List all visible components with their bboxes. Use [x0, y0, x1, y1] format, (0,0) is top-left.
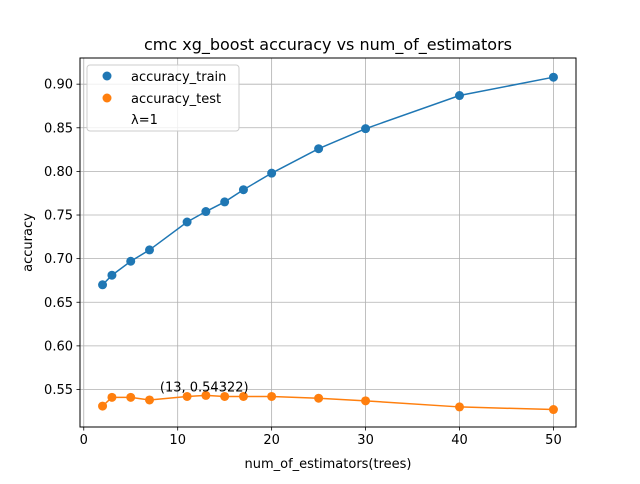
plot-frame: [79, 57, 577, 428]
chart-title: cmc xg_boost accuracy vs num_of_estimato…: [144, 35, 512, 55]
data-point-accuracy_train: [107, 270, 117, 280]
y-tick-label: 0.55: [44, 383, 73, 398]
legend-entry-lambda: λ=1: [131, 113, 158, 128]
y-tick-label: 0.60: [44, 339, 73, 354]
data-point-accuracy_test: [126, 392, 136, 402]
data-point-accuracy_train: [182, 217, 192, 227]
x-tick-label: 50: [545, 433, 562, 448]
x-tick-label: 0: [80, 433, 88, 448]
data-point-accuracy_test: [182, 391, 192, 401]
x-tick-label: 30: [357, 433, 374, 448]
data-point-accuracy_test: [361, 396, 371, 406]
data-point-accuracy_test: [201, 390, 211, 400]
annotation-label: (13, 0.54322): [160, 380, 249, 395]
data-point-accuracy_test: [107, 392, 117, 402]
data-point-accuracy_train: [267, 168, 277, 178]
x-tick-label: 20: [263, 433, 280, 448]
data-point-accuracy_train: [201, 207, 211, 217]
data-point-accuracy_train: [220, 197, 230, 207]
data-point-accuracy_train: [361, 124, 371, 134]
x-tick-label: 40: [451, 433, 468, 448]
data-point-accuracy_test: [238, 391, 248, 401]
legend-box: [86, 64, 240, 132]
data-point-accuracy_train: [126, 256, 136, 266]
data-point-accuracy_test: [98, 401, 108, 411]
data-point-accuracy_test: [267, 391, 277, 401]
y-tick-label: 0.90: [44, 78, 73, 93]
y-tick-label: 0.85: [44, 121, 73, 136]
legend-marker-test: [102, 93, 112, 103]
data-point-accuracy_test: [220, 391, 230, 401]
grid-lines: [80, 58, 576, 427]
y-axis-label: accuracy: [21, 213, 36, 272]
y-tick-label: 0.80: [44, 165, 73, 180]
y-tick-label: 0.65: [44, 296, 73, 311]
x-tick-label: 10: [169, 433, 186, 448]
annotations: (13, 0.54322): [160, 380, 249, 395]
data-point-accuracy_test: [548, 405, 558, 415]
legend-marker-train: [102, 71, 112, 81]
legend: accuracy_train accuracy_test λ=1: [86, 64, 240, 132]
data-point-accuracy_train: [238, 185, 248, 195]
data-point-accuracy_train: [98, 280, 108, 290]
axis-ticks: 0 10 20 30 40 50 0.55 0.60 0.65 0.70 0.75 0.80 0.85 0…: [44, 78, 562, 448]
data-point-accuracy_test: [314, 393, 324, 403]
legend-entry-test: accuracy_test: [131, 92, 221, 107]
data-point-accuracy_test: [455, 402, 465, 412]
data-point-accuracy_train: [145, 245, 155, 255]
y-tick-label: 0.75: [44, 209, 73, 224]
data-point-accuracy_train: [548, 72, 558, 82]
data-point-accuracy_train: [314, 144, 324, 154]
series-layer: [98, 72, 558, 415]
x-axis-label: num_of_estimators(trees): [244, 457, 411, 472]
legend-entry-train: accuracy_train: [131, 70, 226, 85]
y-tick-label: 0.70: [44, 252, 73, 267]
data-point-accuracy_train: [455, 91, 465, 101]
data-point-accuracy_test: [145, 395, 155, 405]
